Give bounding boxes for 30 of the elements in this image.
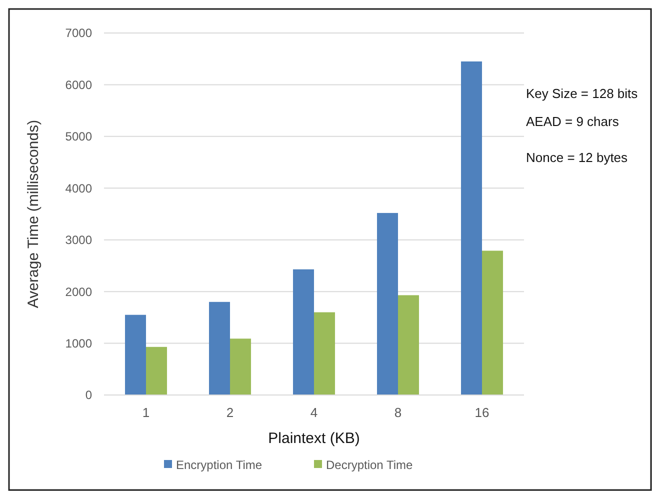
bar (125, 314, 146, 395)
bar (209, 302, 230, 395)
legend-label: Decryption Time (326, 458, 414, 472)
text: Key Size = 128 bits (526, 86, 638, 101)
y-tick-label: 2000 (65, 284, 92, 299)
x-tick-label: 8 (394, 405, 402, 420)
y-axis-title: Average Time (milliseconds) (25, 120, 42, 308)
y-tick-label: 7000 (65, 26, 92, 40)
x-tick-label: 4 (310, 405, 318, 420)
y-tick-label: 5000 (65, 130, 92, 144)
y-tick-label: 3000 (65, 233, 92, 248)
x-axis-title: Plaintext (KB) (268, 430, 360, 447)
legend-label: Encryption Time (176, 458, 262, 472)
x-tick-label: 2 (226, 405, 234, 420)
y-tick-label: 1000 (65, 336, 92, 350)
x-tick-label: 1 (142, 405, 150, 420)
bar (146, 346, 167, 395)
y-tick-label: 6000 (65, 78, 92, 92)
bar (293, 269, 314, 395)
bar (482, 250, 503, 395)
bar (314, 312, 335, 395)
text: AEAD = 9 chars (526, 114, 620, 129)
y-tick-label: 0 (85, 388, 92, 402)
bar (230, 338, 251, 395)
bar (377, 212, 398, 395)
text: Nonce = 12 bytes (526, 150, 628, 165)
bar (398, 295, 419, 395)
x-tick-label: 16 (474, 405, 490, 420)
y-tick-label: 4000 (65, 181, 92, 196)
bar (461, 61, 482, 395)
